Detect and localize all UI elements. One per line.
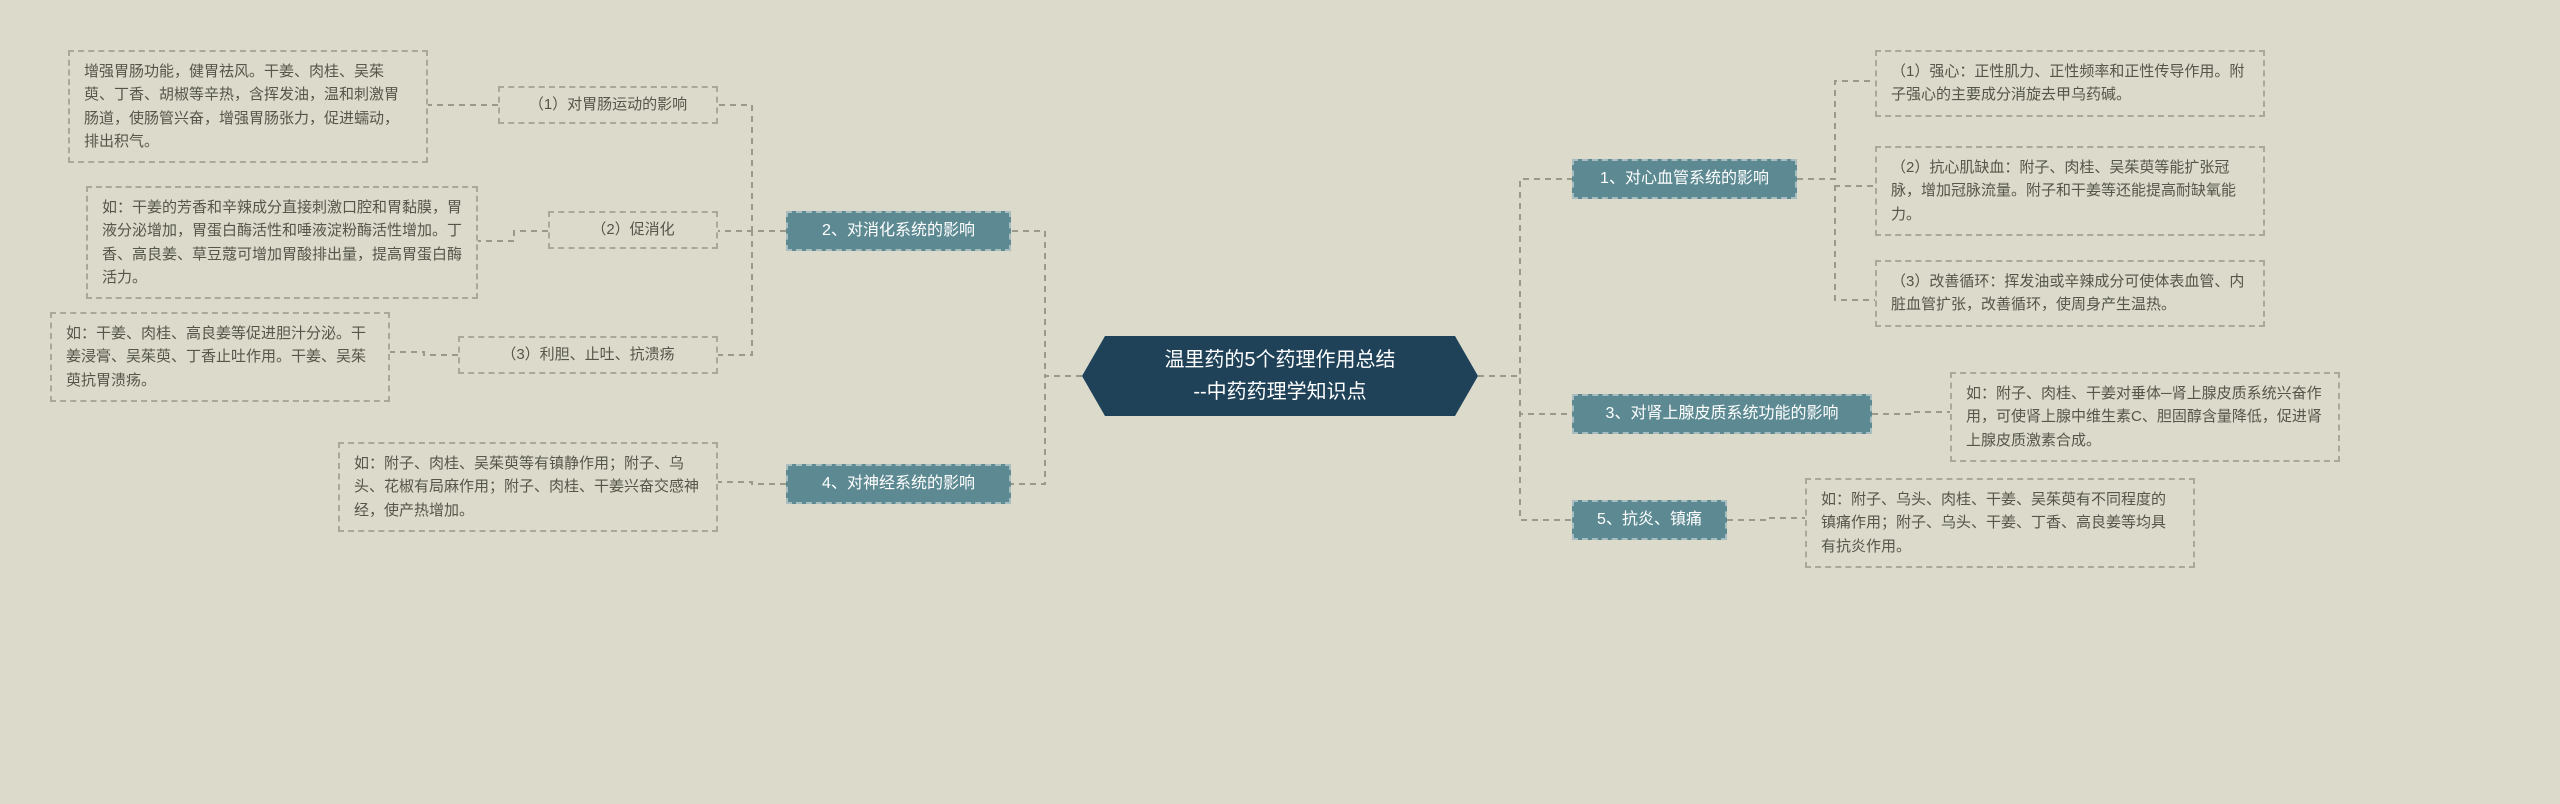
root-title-line1: 温里药的5个药理作用总结 bbox=[1119, 344, 1441, 376]
branch-4: 4、对神经系统的影响 bbox=[786, 464, 1011, 504]
mindmap-root: 温里药的5个药理作用总结 --中药药理学知识点 bbox=[1105, 336, 1455, 416]
branch-1: 1、对心血管系统的影响 bbox=[1572, 159, 1797, 199]
branch-2-sub-1: （1）对胃肠运动的影响 bbox=[498, 86, 718, 124]
branch-1-leaf-3: （3）改善循环：挥发油或辛辣成分可使体表血管、内脏血管扩张，改善循环，使周身产生… bbox=[1875, 260, 2265, 327]
branch-2-sub-3: （3）利胆、止吐、抗溃疡 bbox=[458, 336, 718, 374]
branch-2-sub-2-leaf: 如：干姜的芳香和辛辣成分直接刺激口腔和胃黏膜，胃液分泌增加，胃蛋白酶活性和唾液淀… bbox=[86, 186, 478, 299]
branch-1-leaf-2: （2）抗心肌缺血：附子、肉桂、吴茱萸等能扩张冠脉，增加冠脉流量。附子和干姜等还能… bbox=[1875, 146, 2265, 236]
branch-2-sub-3-leaf: 如：干姜、肉桂、高良姜等促进胆汁分泌。干姜浸膏、吴茱萸、丁香止吐作用。干姜、吴茱… bbox=[50, 312, 390, 402]
mindmap-root-wrap: 温里药的5个药理作用总结 --中药药理学知识点 bbox=[1082, 336, 1478, 416]
branch-4-leaf: 如：附子、肉桂、吴茱萸等有镇静作用；附子、乌头、花椒有局麻作用；附子、肉桂、干姜… bbox=[338, 442, 718, 532]
branch-3: 3、对肾上腺皮质系统功能的影响 bbox=[1572, 394, 1872, 434]
root-title-line2: --中药药理学知识点 bbox=[1119, 376, 1441, 408]
branch-1-leaf-1: （1）强心：正性肌力、正性频率和正性传导作用。附子强心的主要成分消旋去甲乌药碱。 bbox=[1875, 50, 2265, 117]
branch-2-sub-1-leaf: 增强胃肠功能，健胃祛风。干姜、肉桂、吴茱萸、丁香、胡椒等辛热，含挥发油，温和刺激… bbox=[68, 50, 428, 163]
branch-5: 5、抗炎、镇痛 bbox=[1572, 500, 1727, 540]
branch-2-sub-2: （2）促消化 bbox=[548, 211, 718, 249]
branch-3-leaf: 如：附子、肉桂、干姜对垂体─肾上腺皮质系统兴奋作用，可使肾上腺中维生素C、胆固醇… bbox=[1950, 372, 2340, 462]
branch-2: 2、对消化系统的影响 bbox=[786, 211, 1011, 251]
branch-5-leaf: 如：附子、乌头、肉桂、干姜、吴茱萸有不同程度的镇痛作用；附子、乌头、干姜、丁香、… bbox=[1805, 478, 2195, 568]
